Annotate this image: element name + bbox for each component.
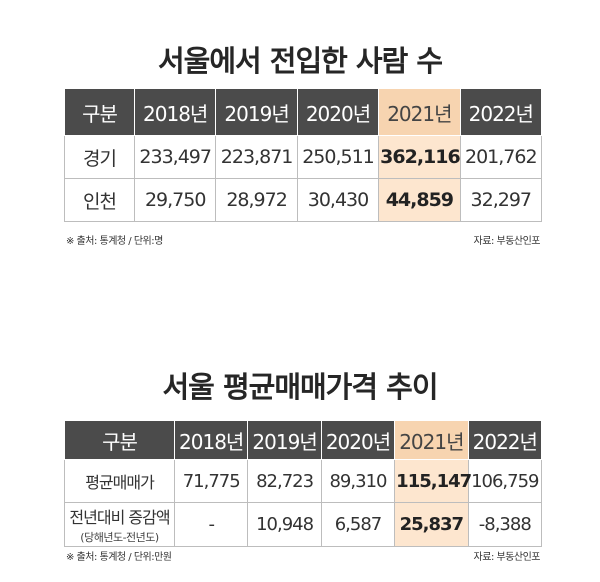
table-cell: 106,759 bbox=[467, 459, 543, 503]
row-label-text: 평균매매가 bbox=[85, 473, 155, 492]
table2-note: ※ 출처: 통계청 / 단위:만원 bbox=[66, 552, 172, 563]
table-cell-highlight: 25,837 bbox=[394, 502, 469, 547]
table1-note: ※ 출처: 통계청 / 단위:명 bbox=[66, 236, 163, 247]
table-cell-highlight: 44,859 bbox=[378, 178, 461, 222]
table-seoul-avg-price: 구분 2018년 2019년 2020년 2021년 2022년 평균매매가 7… bbox=[64, 420, 543, 547]
table-cell: 30,430 bbox=[296, 178, 380, 222]
table2-title: 서울 평균매매가격 추이 bbox=[162, 370, 439, 404]
table-header-row: 구분 2018년 2019년 2020년 2021년 2022년 bbox=[64, 88, 543, 136]
header-2019: 2019년 bbox=[215, 88, 298, 136]
table-row: 평균매매가 71,775 82,723 89,310 115,147 106,7… bbox=[64, 459, 543, 503]
table-row: 경기 233,497 223,871 250,511 362,116 201,7… bbox=[64, 135, 543, 179]
header-2020: 2020년 bbox=[296, 88, 380, 136]
table-cell: 10,948 bbox=[247, 502, 322, 547]
table-row: 인천 29,750 28,972 30,430 44,859 32,297 bbox=[64, 178, 543, 222]
table-cell: - bbox=[173, 502, 249, 547]
table-cell: 82,723 bbox=[247, 459, 322, 503]
row-sublabel: (당해년도-전년도) bbox=[80, 531, 159, 544]
table-cell: -8,388 bbox=[467, 502, 543, 547]
header-2018: 2018년 bbox=[133, 88, 217, 136]
table-cell: 6,587 bbox=[320, 502, 396, 547]
header-2021: 2021년 bbox=[378, 88, 461, 136]
header-category: 구분 bbox=[64, 88, 135, 136]
table-cell: 32,297 bbox=[459, 178, 543, 222]
header-2020: 2020년 bbox=[320, 420, 396, 460]
table-cell: 233,497 bbox=[133, 135, 217, 179]
header-category: 구분 bbox=[64, 420, 175, 460]
table-cell: 89,310 bbox=[320, 459, 396, 503]
table-cell: 29,750 bbox=[133, 178, 217, 222]
header-2019: 2019년 bbox=[247, 420, 322, 460]
table-cell: 223,871 bbox=[215, 135, 298, 179]
table-cell: 28,972 bbox=[215, 178, 298, 222]
table-cell: 71,775 bbox=[173, 459, 249, 503]
table1-source: 자료: 부동산인포 bbox=[473, 236, 541, 247]
row-label-yoy-change: 전년대비 증감액 (당해년도-전년도) bbox=[64, 502, 175, 547]
table-cell-highlight: 362,116 bbox=[378, 135, 461, 179]
header-2022: 2022년 bbox=[459, 88, 543, 136]
table-row: 전년대비 증감액 (당해년도-전년도) - 10,948 6,587 25,83… bbox=[64, 502, 543, 547]
row-label-avg-price: 평균매매가 bbox=[64, 459, 175, 503]
table-seoul-move-in: 구분 2018년 2019년 2020년 2021년 2022년 경기 233,… bbox=[64, 88, 543, 222]
header-2022: 2022년 bbox=[467, 420, 543, 460]
header-2018: 2018년 bbox=[173, 420, 249, 460]
table-header-row: 구분 2018년 2019년 2020년 2021년 2022년 bbox=[64, 420, 543, 460]
table1-title: 서울에서 전입한 사람 수 bbox=[157, 44, 443, 78]
row-label-text: 전년대비 증감액 bbox=[69, 508, 170, 527]
header-2021: 2021년 bbox=[394, 420, 469, 460]
row-label-incheon: 인천 bbox=[64, 178, 135, 222]
row-label-gyeonggi: 경기 bbox=[64, 135, 135, 179]
table2-source: 자료: 부동산인포 bbox=[473, 552, 541, 563]
table-cell-highlight: 115,147 bbox=[394, 459, 472, 503]
table-cell: 250,511 bbox=[296, 135, 380, 179]
table-cell: 201,762 bbox=[459, 135, 543, 179]
